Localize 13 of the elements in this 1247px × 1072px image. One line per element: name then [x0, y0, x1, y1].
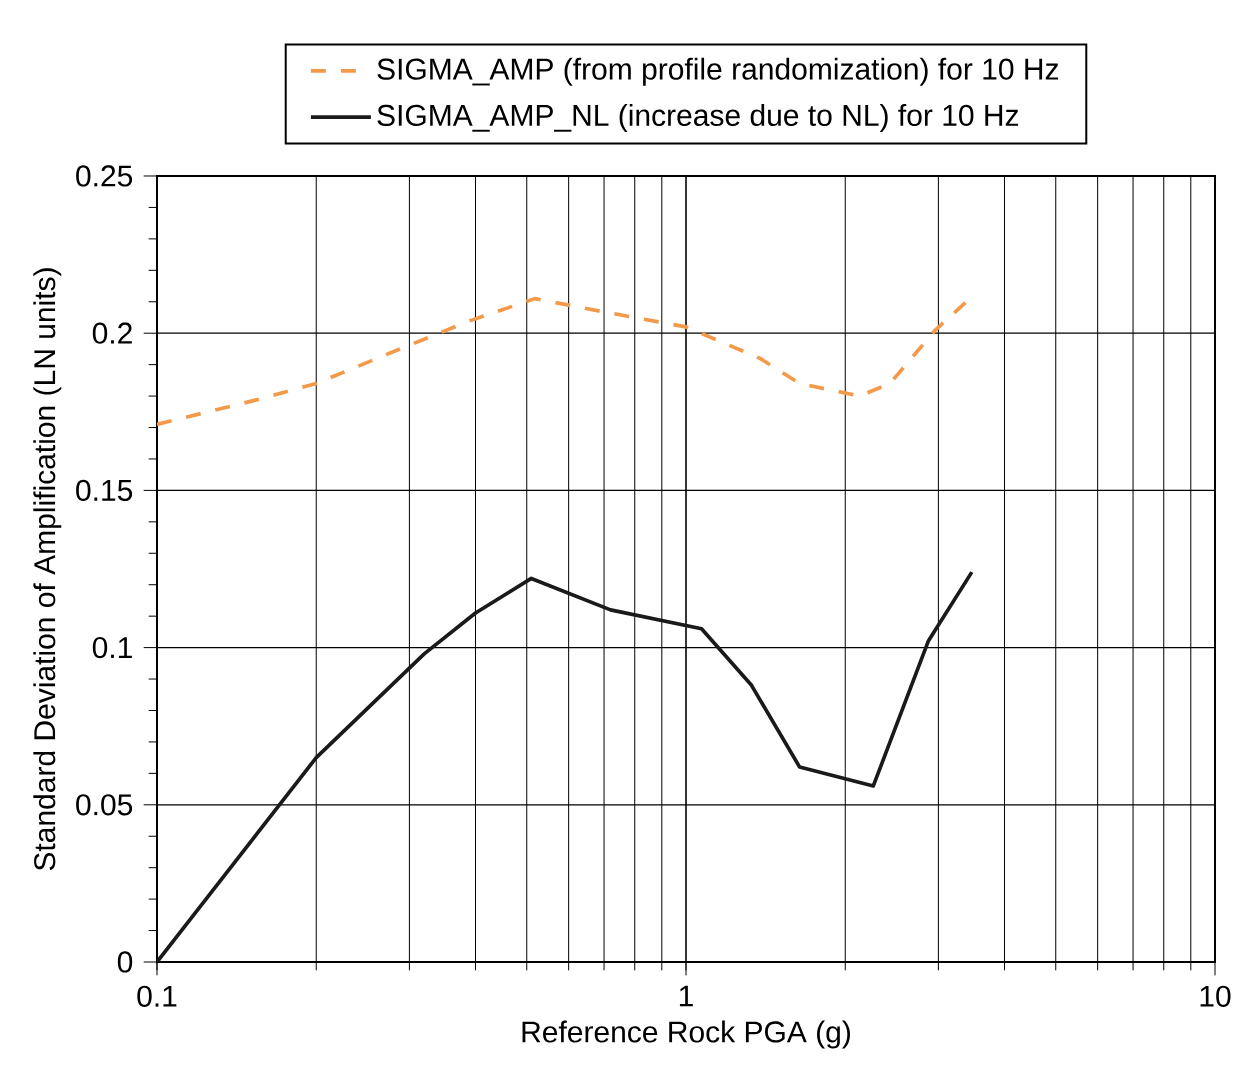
x-tick-label: 1 [679, 985, 693, 1007]
y-tick-label: 0.1 [92, 636, 132, 659]
y-tick-label: 0.05 [76, 794, 133, 816]
y-axis-title: Standard Deviation of Amplification (LN units) [33, 268, 62, 871]
y-tick-label: 0.15 [76, 479, 133, 502]
x-tick-label: 10 [1200, 985, 1231, 1007]
x-axis-title: Reference Rock PGA (g) [522, 1020, 850, 1049]
y-tick-label: 0.2 [92, 322, 132, 344]
legend-label: SIGMA_AMP (from profile randomization) for 10 Hz [377, 57, 1059, 86]
y-tick-label: 0.25 [76, 165, 133, 187]
x-tick-label: 0.1 [137, 985, 177, 1007]
legend-label: SIGMA_AMP_NL (increase due to NL) for 10 Hz [377, 103, 1019, 132]
y-tick-label: 0 [117, 951, 133, 973]
